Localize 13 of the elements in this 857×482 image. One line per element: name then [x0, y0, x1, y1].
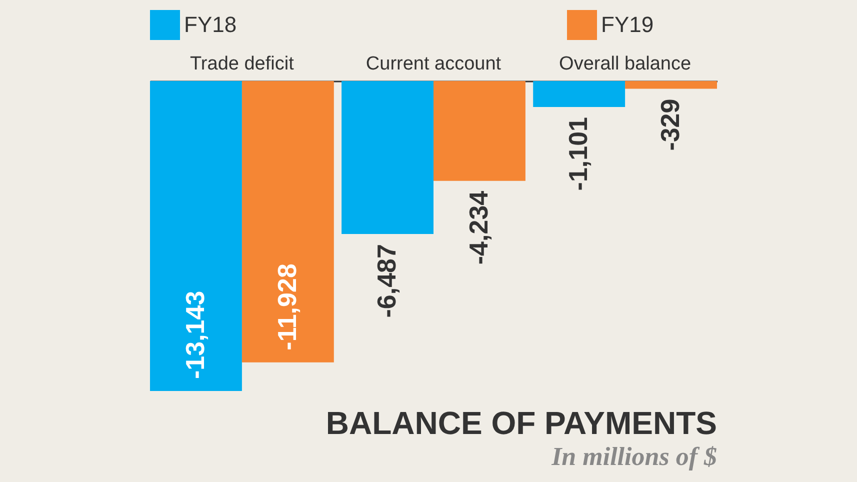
legend-label: FY18	[184, 12, 237, 37]
data-label: -329	[655, 98, 686, 151]
text: BALANCE OF PAYMENTS	[326, 405, 717, 441]
x-tick-label: Trade deficit	[190, 54, 295, 74]
data-label: -4,234	[463, 190, 494, 265]
data-label: -6,487	[372, 244, 402, 318]
text: In millions of $	[550, 442, 717, 471]
data-label: -1,101	[563, 116, 594, 191]
x-tick-label: Overall balance	[559, 54, 692, 74]
x-tick-label: Current account	[366, 54, 502, 74]
data-label: -13,143	[180, 290, 210, 379]
data-label: -11,928	[272, 264, 302, 350]
legend-label: FY19	[601, 12, 654, 37]
